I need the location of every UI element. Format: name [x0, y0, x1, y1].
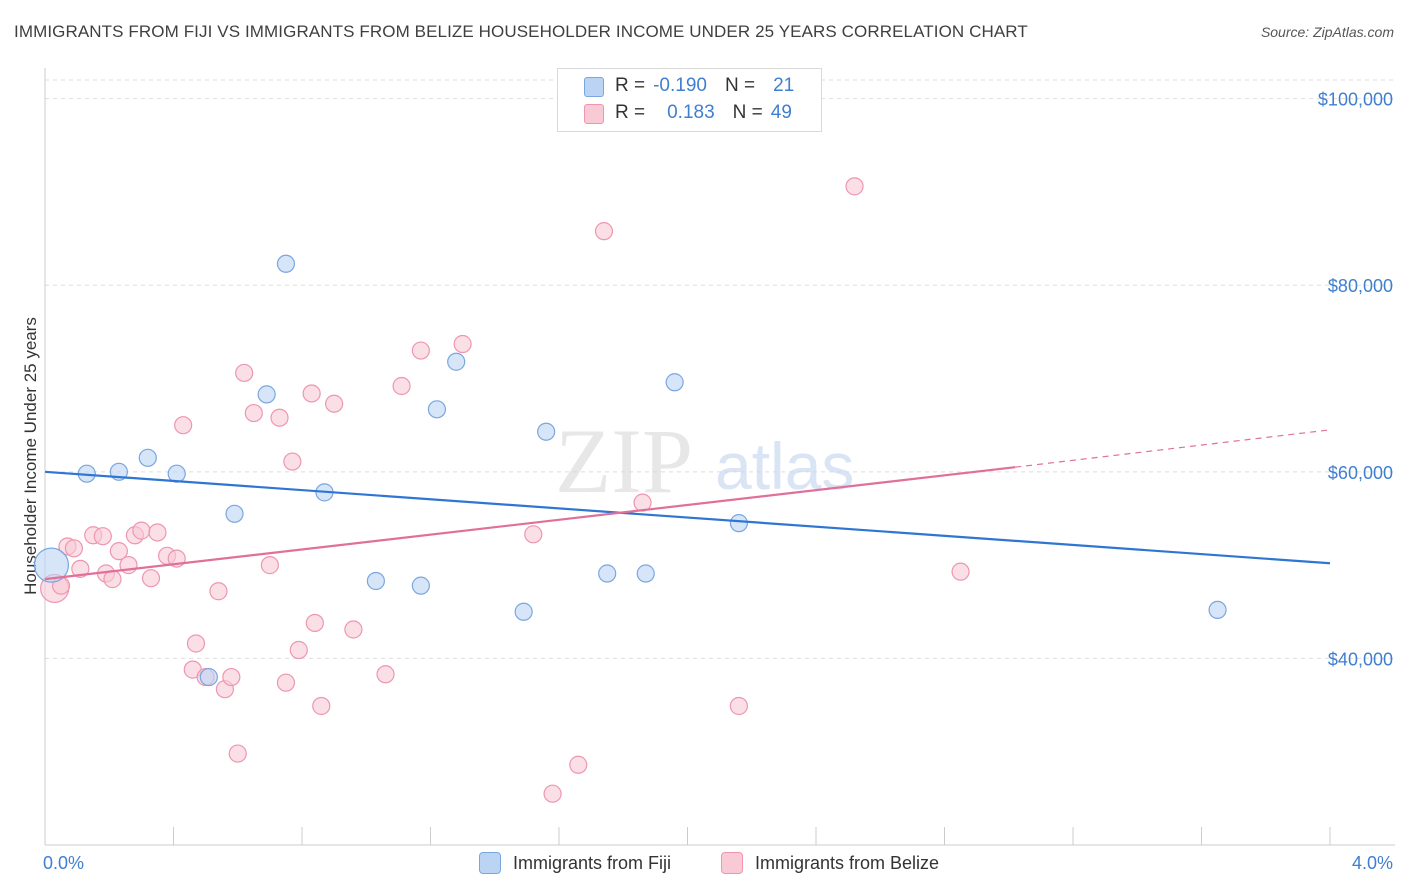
belize-point	[543, 784, 562, 803]
belize-point	[260, 556, 279, 575]
fiji-point	[427, 400, 447, 419]
belize-trend-line	[44, 466, 1016, 581]
belize-point	[283, 452, 302, 471]
belize-point	[141, 569, 161, 588]
belize-point	[569, 755, 588, 774]
belize-point	[209, 582, 228, 601]
fiji-point	[729, 514, 749, 533]
belize-point	[325, 394, 344, 413]
belize-point	[186, 634, 206, 653]
belize-point	[235, 363, 254, 383]
belize-point	[276, 673, 296, 692]
fiji-point	[199, 667, 218, 687]
chart-title: IMMIGRANTS FROM FIJI VS IMMIGRANTS FROM …	[14, 22, 1028, 41]
belize-point	[453, 334, 472, 354]
belize-r-label: R =	[615, 102, 646, 123]
fiji-point	[598, 564, 617, 583]
belize-point	[392, 376, 411, 396]
y-tick-label: $80,000	[1328, 276, 1393, 296]
fiji-point	[225, 504, 244, 523]
belize-n-label: N =	[732, 102, 763, 123]
belize-point	[103, 570, 122, 589]
belize-point	[376, 665, 395, 684]
y-tick-label: $40,000	[1328, 649, 1393, 669]
tick-labels: $40,000 $60,000 $80,000 $100,000 0.0% 4.0%	[43, 90, 1393, 873]
fiji-point	[167, 464, 186, 483]
belize-point	[524, 525, 543, 544]
belize-r-value: 0.183	[667, 102, 715, 123]
belize-point	[594, 222, 614, 241]
belize-point	[312, 696, 331, 716]
watermark: ZIP atlas	[555, 410, 854, 512]
correlation-legend: R = -0.190 N = 21 R = 0.183 N = 49	[557, 68, 822, 132]
belize-point	[71, 559, 90, 578]
x-tick-label-min: 0.0%	[43, 853, 84, 873]
fiji-point	[1208, 600, 1227, 620]
fiji-point	[537, 422, 556, 441]
fiji-r-label: R =	[615, 75, 646, 96]
belize-point	[174, 416, 193, 435]
fiji-n-value: 21	[773, 75, 795, 96]
belize-point	[109, 542, 128, 561]
belize-point	[132, 521, 151, 540]
belize-swatch	[721, 852, 743, 874]
series-legend: Immigrants from Fiji Immigrants from Bel…	[0, 852, 1406, 878]
legend-item-fiji[interactable]: Immigrants from Fiji	[479, 852, 671, 874]
belize-point	[244, 403, 263, 423]
x-tick-label-max: 4.0%	[1352, 853, 1393, 873]
fiji-point	[33, 547, 70, 583]
fiji-points	[33, 254, 1227, 687]
fiji-legend-swatch	[584, 77, 604, 97]
belize-points	[40, 177, 970, 803]
fiji-n-label: N =	[724, 75, 756, 96]
belize-point	[845, 177, 864, 196]
fiji-legend-label: Immigrants from Fiji	[513, 852, 672, 873]
belize-point	[228, 744, 247, 763]
belize-point	[411, 341, 430, 360]
legend-item-belize[interactable]: Immigrants from Belize	[721, 852, 939, 874]
fiji-point	[411, 576, 430, 595]
watermark-atlas: atlas	[715, 429, 854, 503]
belize-point	[729, 696, 749, 716]
y-tick-label: $60,000	[1328, 463, 1393, 483]
belize-point	[951, 562, 970, 581]
trend-lines	[44, 429, 1331, 581]
fiji-point	[138, 448, 157, 467]
belize-point	[344, 620, 363, 639]
fiji-point	[366, 571, 385, 591]
belize-point	[64, 539, 84, 558]
fiji-trend-line	[44, 470, 1331, 565]
belize-n-value: 49	[770, 102, 792, 123]
belize-point	[289, 640, 308, 660]
belize-trend-extension	[1015, 429, 1331, 468]
belize-point	[302, 384, 321, 403]
fiji-swatch	[479, 852, 501, 874]
fiji-point	[276, 254, 296, 273]
axes	[44, 68, 1395, 846]
belize-point	[270, 408, 289, 427]
fiji-point	[636, 564, 655, 583]
belize-point	[93, 527, 112, 546]
watermark-zip: ZIP	[555, 410, 693, 512]
belize-point	[305, 613, 324, 633]
fiji-point	[257, 385, 276, 404]
fiji-point	[665, 373, 684, 392]
y-tick-label: $100,000	[1318, 90, 1393, 110]
fiji-point	[447, 352, 466, 371]
belize-point	[148, 523, 167, 542]
belize-legend-label: Immigrants from Belize	[755, 852, 940, 873]
source-label: Source: ZipAtlas.com	[1260, 24, 1394, 40]
belize-legend-swatch	[584, 104, 604, 124]
fiji-point	[514, 602, 533, 621]
fiji-r-value: -0.190	[653, 75, 707, 96]
belize-point	[222, 667, 241, 687]
